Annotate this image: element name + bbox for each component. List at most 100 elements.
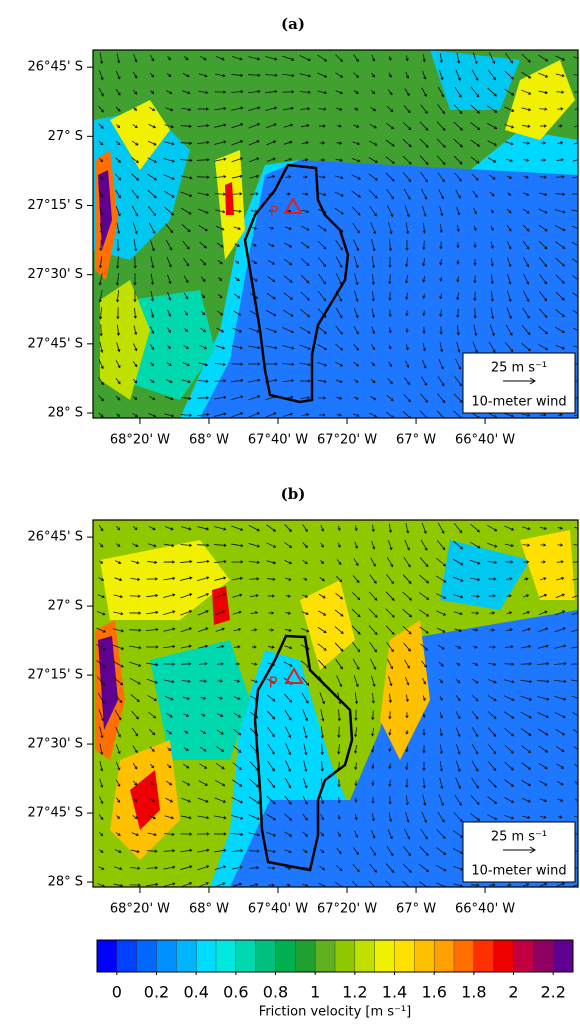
wind-arrow — [555, 593, 565, 598]
wind-arrow — [554, 225, 566, 232]
wind-arrow — [231, 140, 244, 146]
wind-arrow — [420, 393, 429, 403]
wind-arrow — [181, 797, 192, 803]
wind-arrow — [385, 156, 395, 164]
wind-arrow — [422, 794, 427, 806]
wind-arrow — [132, 396, 138, 400]
wind-arrow — [115, 106, 121, 112]
wind-arrow — [231, 525, 244, 531]
wind-arrow — [436, 610, 447, 616]
wind-arrow — [318, 593, 326, 599]
wind-arrow — [266, 542, 277, 548]
wind-arrow — [456, 308, 460, 319]
wind-arrow — [215, 225, 225, 231]
wind-arrow — [146, 610, 159, 615]
wind-arrow — [98, 814, 104, 821]
wind-arrow — [456, 341, 461, 353]
wind-arrow — [557, 543, 564, 547]
wind-arrow — [572, 712, 578, 717]
wind-arrow — [232, 209, 242, 213]
wind-arrow — [115, 173, 122, 181]
wind-arrow — [571, 193, 578, 195]
wind-arrow — [234, 276, 240, 282]
wind-arrow — [405, 344, 409, 351]
wind-arrow — [317, 627, 327, 634]
wind-arrow — [504, 525, 515, 531]
wind-arrow — [319, 158, 326, 162]
wind-arrow — [197, 175, 210, 179]
wind-arrow — [490, 290, 494, 302]
colorbar-swatch — [195, 939, 217, 973]
wind-arrow — [368, 157, 378, 163]
wind-arrow — [386, 394, 394, 402]
wind-arrow — [437, 644, 445, 650]
wind-arrow — [370, 658, 377, 670]
wind-arrow — [148, 396, 156, 401]
wind-arrow — [265, 106, 278, 111]
wind-arrow — [351, 174, 361, 180]
wind-arrow — [150, 54, 155, 62]
wind-arrow — [405, 275, 409, 284]
basin-outline — [253, 634, 354, 872]
wind-arrow — [473, 275, 477, 284]
wind-arrow — [265, 123, 277, 129]
wind-arrow — [556, 158, 565, 162]
wind-arrow — [130, 866, 141, 870]
wind-arrow — [214, 815, 227, 820]
wind-arrow — [232, 882, 243, 887]
wind-arrow — [131, 727, 139, 737]
wind-arrow — [113, 611, 124, 616]
wind-arrow — [370, 379, 376, 384]
wind-arrow — [438, 359, 444, 370]
wind-arrow — [538, 224, 548, 232]
wind-arrow — [388, 796, 392, 805]
wind-arrow — [419, 592, 430, 600]
wind-arrow — [386, 557, 394, 568]
wind-arrow — [199, 746, 207, 752]
wind-arrow — [98, 359, 104, 370]
wind-arrow — [504, 815, 515, 820]
wind-arrow — [421, 811, 427, 823]
wind-arrow — [197, 593, 210, 599]
wind-arrow — [539, 175, 547, 179]
wind-arrow — [371, 745, 375, 753]
wind-arrow — [385, 172, 395, 182]
wind-arrow — [302, 560, 308, 565]
wind-arrow — [522, 815, 531, 820]
wind-arrow — [420, 171, 428, 183]
wind-arrow — [300, 241, 310, 249]
wind-arrow — [250, 883, 259, 887]
wind-arrow — [453, 393, 463, 403]
wind-arrow — [181, 379, 191, 384]
wind-arrow — [98, 190, 104, 199]
wind-arrow — [96, 627, 107, 633]
wind-arrow — [354, 692, 359, 705]
wind-arrow — [487, 778, 497, 788]
wind-arrow — [436, 393, 446, 404]
wind-arrow — [248, 412, 261, 418]
wind-arrow — [354, 814, 358, 821]
wind-arrow — [572, 159, 578, 162]
wind-arrow — [523, 192, 530, 196]
wind-arrow — [503, 679, 515, 684]
wind-arrow — [386, 188, 394, 200]
wind-arrow — [453, 121, 463, 131]
wind-arrow — [197, 140, 210, 145]
wind-arrow — [231, 395, 244, 400]
wind-arrow — [201, 293, 206, 299]
wind-arrow — [422, 729, 426, 736]
wind-arrow — [248, 140, 260, 146]
colorbar-swatch — [96, 939, 118, 973]
wind-arrow — [98, 70, 104, 81]
wind-arrow — [490, 241, 494, 249]
wind-arrow — [473, 324, 478, 337]
wind-arrow — [435, 593, 447, 600]
wind-arrow — [180, 560, 193, 564]
wind-arrow — [266, 292, 276, 300]
wind-arrow — [214, 157, 227, 162]
wind-arrow — [438, 794, 444, 807]
wind-arrow — [164, 396, 174, 401]
wind-arrow — [130, 849, 140, 854]
wind-arrow — [214, 90, 227, 94]
